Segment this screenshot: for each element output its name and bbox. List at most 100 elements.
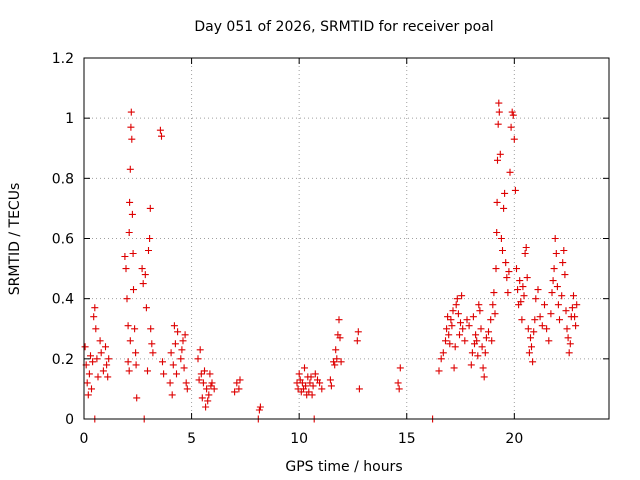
data-point xyxy=(504,289,512,297)
data-point xyxy=(445,331,453,339)
data-point xyxy=(499,247,506,254)
data-point xyxy=(463,316,471,324)
data-point xyxy=(449,307,457,315)
data-point xyxy=(183,385,191,393)
data-point xyxy=(102,343,109,351)
data-point xyxy=(308,391,316,399)
data-point xyxy=(562,307,570,315)
data-point xyxy=(316,379,324,387)
data-point xyxy=(495,99,503,107)
data-point xyxy=(84,391,92,399)
data-point xyxy=(450,364,458,372)
plot-frame xyxy=(83,57,610,420)
data-point xyxy=(125,229,133,236)
data-point xyxy=(510,135,518,143)
data-point xyxy=(181,331,189,339)
data-point xyxy=(126,337,134,345)
data-point xyxy=(501,189,509,197)
data-point xyxy=(465,322,473,330)
data-point xyxy=(435,367,443,375)
data-point xyxy=(482,334,490,342)
data-point xyxy=(494,120,502,128)
x-axis-ticks: 0 5 10 15 20 xyxy=(80,58,523,447)
data-point xyxy=(203,385,211,393)
data-point xyxy=(336,334,344,342)
data-point xyxy=(563,325,571,333)
data-point xyxy=(522,244,530,251)
data-point xyxy=(333,355,341,363)
data-point xyxy=(517,298,525,306)
data-point xyxy=(255,406,263,414)
data-point xyxy=(124,322,132,330)
data-point xyxy=(505,268,513,276)
data-point xyxy=(129,250,137,257)
data-point xyxy=(572,322,580,330)
data-point xyxy=(442,337,449,345)
data-point xyxy=(473,337,481,345)
data-point xyxy=(536,313,544,321)
data-point xyxy=(508,108,516,116)
data-point xyxy=(177,355,185,363)
data-point xyxy=(541,301,548,309)
data-point xyxy=(141,271,149,279)
data-point xyxy=(179,337,187,345)
data-point xyxy=(182,379,190,387)
data-point xyxy=(138,265,146,273)
data-point xyxy=(302,382,310,390)
data-point xyxy=(476,307,484,315)
data-point xyxy=(88,385,95,393)
data-point xyxy=(207,382,215,390)
data-point xyxy=(543,325,551,333)
data-point xyxy=(514,286,522,294)
data-point xyxy=(538,322,546,330)
data-point xyxy=(96,337,104,345)
data-point xyxy=(493,229,501,236)
data-point xyxy=(146,204,154,212)
data-point xyxy=(481,349,489,357)
data-point xyxy=(91,304,99,312)
data-point xyxy=(513,265,520,273)
y-tick-label: 0.4 xyxy=(52,292,74,308)
data-point xyxy=(468,349,476,357)
data-point xyxy=(122,265,130,273)
data-point xyxy=(530,328,538,336)
data-point xyxy=(133,394,141,402)
data-point xyxy=(551,235,559,242)
data-point xyxy=(168,391,176,399)
data-point xyxy=(127,108,135,116)
data-point xyxy=(318,385,326,393)
data-point xyxy=(99,367,107,375)
data-point xyxy=(90,313,98,321)
data-point xyxy=(558,292,566,300)
data-point xyxy=(534,286,542,294)
data-point xyxy=(451,343,459,351)
data-point xyxy=(174,328,182,336)
data-point xyxy=(573,301,581,309)
data-point xyxy=(452,301,460,309)
data-point xyxy=(454,310,462,318)
data-point xyxy=(354,328,362,336)
data-point xyxy=(519,283,527,291)
data-point xyxy=(170,322,178,330)
data-point xyxy=(156,126,164,134)
data-point xyxy=(194,355,202,363)
data-point xyxy=(305,388,313,396)
data-point xyxy=(520,292,528,300)
data-point xyxy=(355,385,363,393)
data-point xyxy=(565,349,573,357)
data-point xyxy=(561,271,569,279)
data-point xyxy=(171,340,179,348)
data-point xyxy=(166,379,174,387)
data-point xyxy=(497,235,505,242)
data-point xyxy=(81,343,89,351)
y-tick-label: 1 xyxy=(65,111,74,127)
data-point xyxy=(493,198,501,206)
data-point xyxy=(127,123,135,131)
data-point xyxy=(121,253,129,260)
data-point xyxy=(524,325,532,333)
data-point xyxy=(147,325,155,333)
data-point xyxy=(83,379,91,387)
data-point xyxy=(97,349,105,357)
data-point xyxy=(235,385,243,393)
